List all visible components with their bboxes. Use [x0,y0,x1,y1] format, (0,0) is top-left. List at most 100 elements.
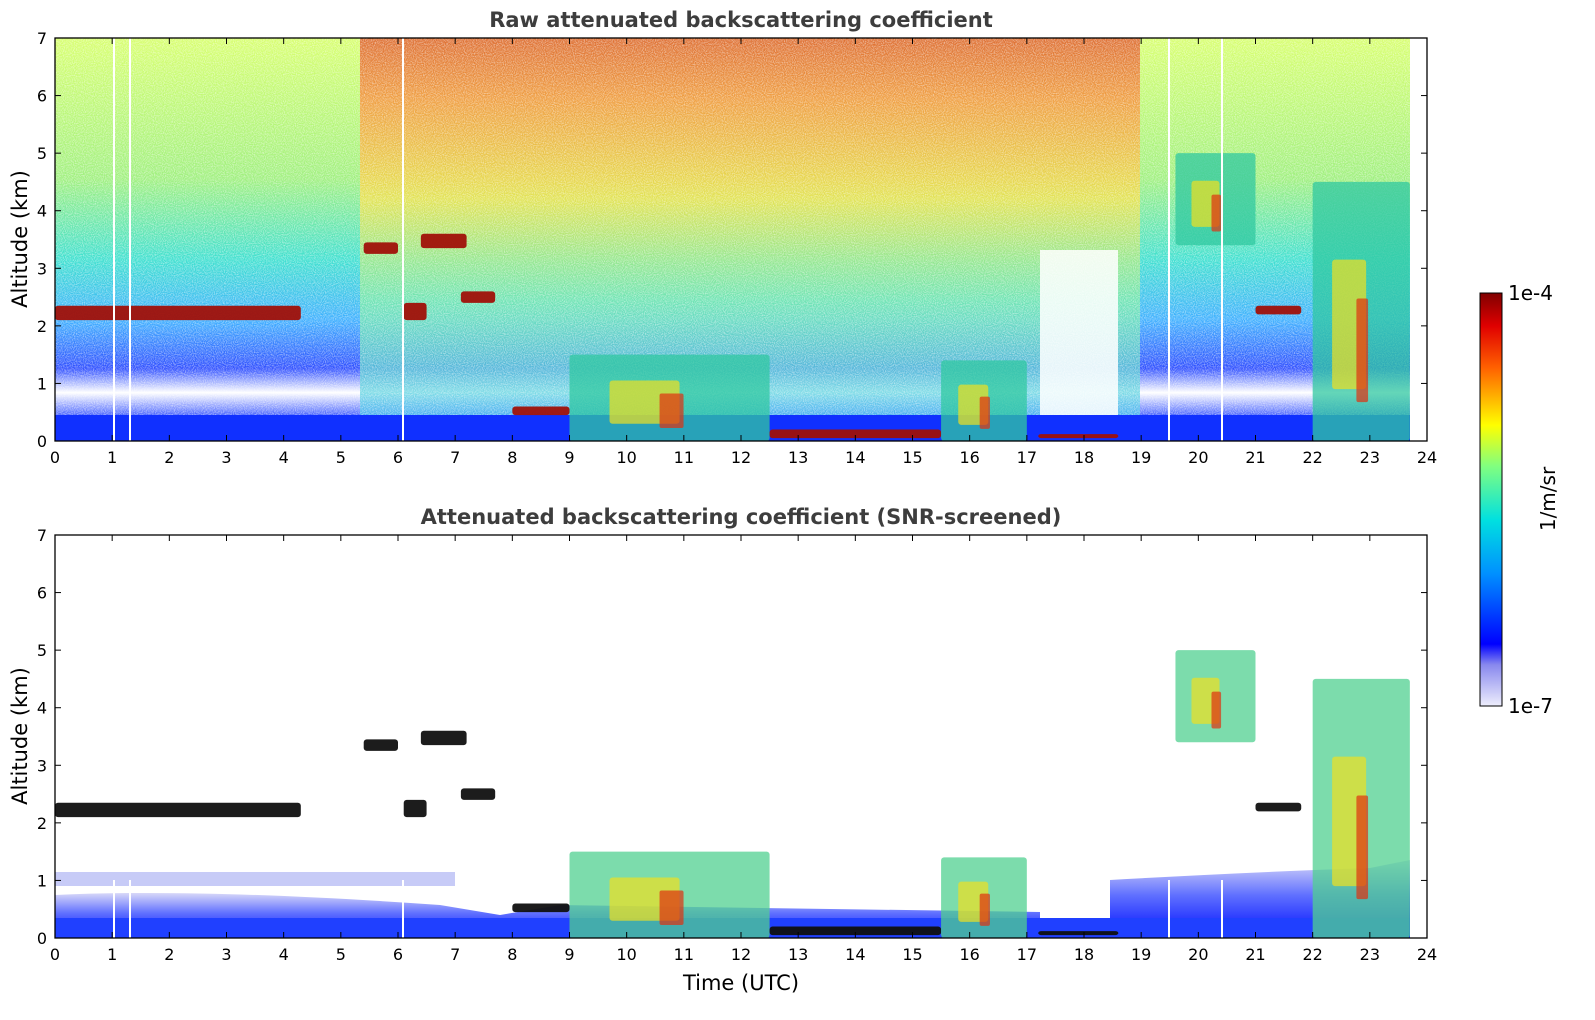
y-tick-label: 7 [37,526,47,545]
x-tick-label: 20 [1188,448,1208,467]
x-tick-label: 20 [1188,945,1208,964]
panel1-clear-region [1040,250,1118,430]
y-tick-label: 5 [37,641,47,660]
panel1-x-axis: 0 1 2 3 4 5 6 7 8 9 10 11 12 13 14 15 16 17 18 19 20 21 22 23 24 [50,38,1437,467]
x-tick-label: 1 [107,945,117,964]
x-tick-label: 1 [107,448,117,467]
y-tick-label: 3 [37,756,47,775]
x-tick-label: 12 [731,945,751,964]
x-tick-label: 4 [279,945,289,964]
y-tick-label: 6 [37,87,47,106]
y-tick-label: 0 [37,432,47,451]
panel2-heatmap [55,535,1427,938]
x-tick-label: 4 [279,448,289,467]
panel1-y-axis: 0 1 2 3 4 5 6 7 [37,29,1427,451]
panel2-data-gap [1168,880,1170,938]
cloud-layer-peak [1211,194,1222,232]
x-tick-label: 6 [393,945,403,964]
x-tick-label: 22 [1302,945,1322,964]
x-tick-label: 10 [616,945,636,964]
x-tick-label: 5 [336,945,346,964]
y-tick-label: 4 [37,699,47,718]
cloud-layer-peak [1356,795,1369,900]
cloud-layer [403,799,427,818]
cloud-layer [403,302,427,321]
panel1-data-gap [402,38,404,441]
x-tick-label: 7 [450,448,460,467]
x-tick-label: 17 [1017,945,1037,964]
x-tick-label: 8 [507,448,517,467]
panel2-data-gap [402,880,404,938]
x-tick-label: 23 [1360,448,1380,467]
x-tick-label: 14 [845,945,865,964]
panel2-y-axis: 0 1 2 3 4 5 6 7 [37,526,1427,948]
panel2-data-gap [1221,880,1223,938]
panel2-data-gap [113,880,115,938]
cloud-layer [512,406,570,416]
x-tick-label: 19 [1131,945,1151,964]
x-tick-label: 15 [902,448,922,467]
x-tick-label: 13 [788,945,808,964]
panel1-data-gap [1168,38,1170,441]
x-tick-label: 19 [1131,448,1151,467]
cloud-layer [55,305,301,321]
x-tick-label: 0 [50,448,60,467]
cloud-layer [769,926,942,936]
x-tick-label: 11 [674,448,694,467]
cloud-layer-peak [979,893,990,926]
y-tick-label: 1 [37,374,47,393]
x-tick-label: 2 [164,945,174,964]
x-tick-label: 16 [959,448,979,467]
x-tick-label: 24 [1417,945,1437,964]
cloud-layer-peak [659,393,684,429]
panel1-data-gap [1221,38,1223,441]
colorbar-max-label: 1e-4 [1508,281,1553,305]
cloud-layer [512,903,570,913]
x-tick-label: 12 [731,448,751,467]
colorbar: 1e-4 1e-7 1/m/sr [1479,281,1560,718]
x-tick-label: 22 [1302,448,1322,467]
cloud-layer-peak [1211,691,1222,729]
panel1-data-gap [113,38,115,441]
screened-backscatter-panel: Attenuated backscattering coefficient (S… [8,505,1437,995]
panel2-y-axis-label: Altitude (km) [8,667,32,805]
x-tick-label: 9 [564,448,574,467]
cloud-layer [363,739,398,751]
panel1-data-gap [129,38,131,441]
x-tick-label: 17 [1017,448,1037,467]
x-tick-label: 5 [336,448,346,467]
cloud-layer-peak [979,396,990,429]
panel2-x-axis-label: Time (UTC) [682,971,799,995]
x-tick-label: 14 [845,448,865,467]
panel2-x-axis: 0 1 2 3 4 5 6 7 8 9 10 11 12 13 14 15 16 17 18 19 20 21 22 23 24 [50,535,1437,964]
x-tick-label: 23 [1360,945,1380,964]
x-tick-label: 21 [1245,448,1265,467]
x-tick-label: 11 [674,945,694,964]
x-tick-label: 3 [221,448,231,467]
y-tick-label: 5 [37,144,47,163]
panel1-y-axis-label: Altitude (km) [8,170,32,308]
cloud-layer-peak [1356,298,1369,403]
cloud-layer [460,788,496,800]
panel1-title: Raw attenuated backscattering coefficien… [489,8,993,32]
cloud-layer [55,802,301,818]
y-tick-label: 0 [37,929,47,948]
y-tick-label: 2 [37,814,47,833]
panel1-cloud-layers [55,153,1410,441]
y-tick-label: 4 [37,202,47,221]
cloud-layer [1038,931,1119,936]
panel1-heatmap [55,38,1410,441]
x-tick-label: 16 [959,945,979,964]
cloud-layer [769,429,942,439]
y-tick-label: 2 [37,317,47,336]
raw-backscatter-panel: Raw attenuated backscattering coefficien… [8,8,1437,467]
cloud-layer [1255,802,1302,812]
y-tick-label: 6 [37,584,47,603]
x-tick-label: 8 [507,945,517,964]
colorbar-min-label: 1e-7 [1508,694,1553,718]
colorbar-gradient [1479,292,1503,707]
x-tick-label: 9 [564,945,574,964]
cloud-layer [460,291,496,303]
cloud-layer [420,233,467,249]
cloud-layer [1038,434,1119,439]
